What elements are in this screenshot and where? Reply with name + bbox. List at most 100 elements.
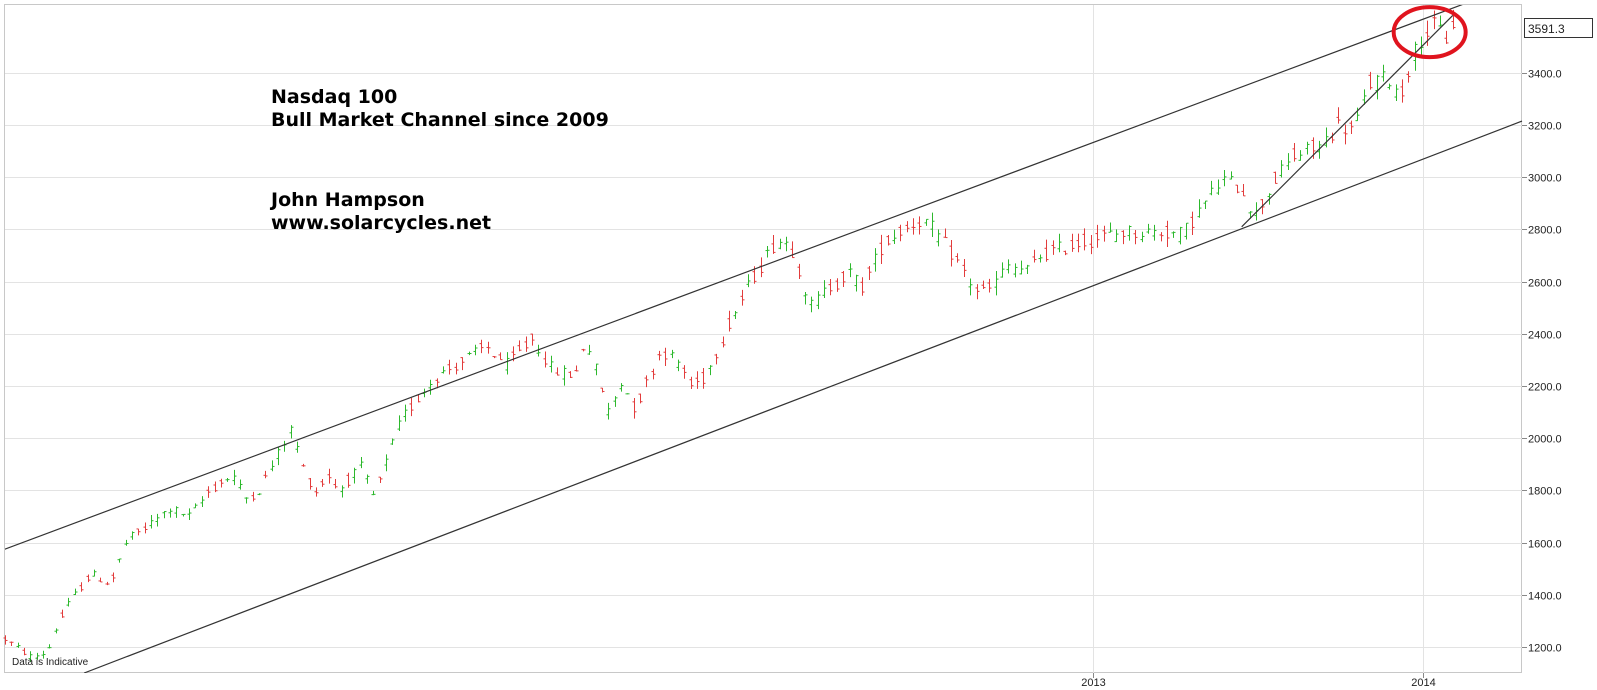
ohlc-bar <box>1286 153 1291 170</box>
ohlc-bar <box>1095 224 1100 248</box>
ohlc-bars <box>3 9 1456 662</box>
ohlc-bar <box>1368 71 1373 90</box>
ohlc-bar <box>930 212 935 238</box>
ohlc-bar <box>454 362 459 375</box>
ohlc-bar <box>232 469 237 486</box>
ohlc-bar <box>340 485 345 498</box>
ohlc-bar <box>543 351 548 368</box>
data-indicative-note: Data is Indicative <box>12 657 89 668</box>
ohlc-bar <box>727 310 732 332</box>
ohlc-bar <box>682 365 687 379</box>
ohlc-bar <box>98 577 103 583</box>
ohlc-bar <box>492 356 497 359</box>
ohlc-bar <box>771 235 776 254</box>
ohlc-bar <box>1108 222 1113 233</box>
y-tick-label: 2000.0 <box>1528 434 1562 446</box>
ohlc-bar <box>1203 200 1208 210</box>
trendlines <box>5 5 1523 673</box>
ohlc-bar <box>244 497 249 504</box>
axis-ticks: 1200.0 1400.0 1600.0 1800.0 2000.0 2200.0 2400… <box>1081 69 1561 690</box>
ohlc-bar <box>1019 260 1024 275</box>
channel-line-short-term <box>1241 15 1454 228</box>
ohlc-bar <box>949 239 954 267</box>
ohlc-bar <box>193 503 198 509</box>
ohlc-bar <box>803 291 808 305</box>
ohlc-bar <box>784 236 789 252</box>
chart-title-line-2: Bull Market Channel since 2009 <box>271 109 609 131</box>
ohlc-bar <box>435 378 440 389</box>
plot-area-frame <box>4 4 1522 673</box>
ohlc-bar <box>105 581 110 586</box>
ohlc-bar <box>1190 211 1195 236</box>
ohlc-bar <box>625 393 630 395</box>
ohlc-bar <box>524 336 529 352</box>
ohlc-bar <box>619 383 624 392</box>
ohlc-bar <box>638 393 643 404</box>
ohlc-bar <box>854 274 859 292</box>
ohlc-bar <box>886 235 891 246</box>
ohlc-bar <box>917 216 922 235</box>
ohlc-bar <box>359 457 364 469</box>
ohlc-bar <box>1432 10 1437 30</box>
ohlc-bar <box>143 522 148 534</box>
ohlc-bar <box>568 371 573 379</box>
ohlc-bar <box>162 511 167 519</box>
ohlc-bar <box>1133 229 1138 245</box>
ohlc-bar <box>714 353 719 365</box>
ohlc-bar <box>924 218 929 226</box>
ohlc-bar <box>1000 262 1005 278</box>
ohlc-bar <box>1444 30 1449 44</box>
ohlc-bar <box>701 368 706 389</box>
ohlc-bar <box>428 379 433 395</box>
channel-line-upper <box>5 5 1463 550</box>
ohlc-bar <box>1216 179 1221 195</box>
ohlc-bar <box>219 478 224 488</box>
ohlc-bar <box>1102 225 1107 242</box>
ohlc-bar <box>536 344 541 357</box>
ohlc-bar <box>263 470 268 479</box>
ohlc-bar <box>1317 140 1322 159</box>
ohlc-bar <box>390 438 395 445</box>
ohlc-bar <box>1044 239 1049 262</box>
ohlc-bar <box>174 506 179 518</box>
ohlc-bar <box>981 280 986 290</box>
ohlc-bar <box>1209 180 1214 196</box>
ohlc-bar <box>213 481 218 493</box>
ohlc-bar <box>1336 107 1341 124</box>
ohlc-bar <box>1406 71 1411 83</box>
ohlc-bar <box>1343 124 1348 145</box>
ohlc-bar <box>975 284 980 300</box>
ohlc-bar <box>1063 250 1068 256</box>
author-name: John Hampson <box>269 189 425 211</box>
ohlc-bar <box>479 339 484 354</box>
ohlc-bar <box>441 366 446 374</box>
y-tick-label: 3200.0 <box>1528 121 1562 133</box>
ohlc-bar <box>594 363 599 376</box>
ohlc-bar <box>797 263 802 279</box>
ohlc-bar <box>289 425 294 439</box>
ohlc-bar <box>1032 249 1037 263</box>
ohlc-bar <box>270 460 275 472</box>
y-tick-label: 2800.0 <box>1528 225 1562 237</box>
ohlc-bar <box>822 280 827 299</box>
ohlc-bar <box>828 279 833 296</box>
ohlc-bar <box>346 472 351 488</box>
y-tick-label: 2200.0 <box>1528 382 1562 394</box>
ohlc-bar <box>721 336 726 348</box>
ohlc-bar <box>816 291 821 310</box>
chart-title-line-1: Nasdaq 100 <box>271 86 397 108</box>
ohlc-bar <box>22 647 27 656</box>
ohlc-bar <box>79 582 84 592</box>
y-tick-label: 1400.0 <box>1528 591 1562 603</box>
y-tick-label: 3000.0 <box>1528 173 1562 185</box>
ohlc-bar <box>505 352 510 375</box>
ohlc-bar <box>1165 220 1170 247</box>
ohlc-bar <box>1394 84 1399 101</box>
y-tick-label: 1800.0 <box>1528 486 1562 498</box>
ohlc-bar <box>1324 127 1329 148</box>
highlight-layer <box>1391 5 1468 60</box>
ohlc-bar <box>644 375 649 388</box>
ohlc-bar <box>498 352 503 361</box>
ohlc-bar <box>301 463 306 467</box>
